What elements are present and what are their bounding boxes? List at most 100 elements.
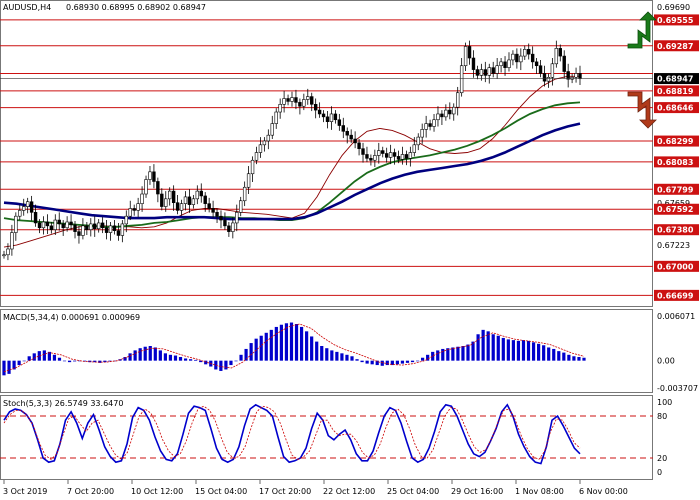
candle-body	[89, 223, 93, 230]
macd-bar	[67, 360, 72, 363]
candle-body	[321, 113, 326, 118]
macd-bar	[471, 341, 475, 361]
macd-bar	[385, 360, 389, 366]
macd-signal-line	[3, 323, 585, 373]
macd-bar	[189, 359, 193, 361]
candle-body	[195, 190, 200, 200]
macd-bar	[7, 360, 11, 374]
time-label: 22 Oct 12:00	[323, 487, 375, 496]
candle-body	[96, 222, 101, 230]
candle-body	[396, 156, 401, 160]
macd-bar	[239, 354, 243, 361]
macd-bar	[103, 360, 107, 363]
macd-bar	[461, 346, 465, 361]
macd-bar	[375, 360, 379, 366]
price-panel-frame	[0, 0, 653, 307]
macd-bar	[123, 357, 127, 361]
candle-body	[546, 77, 551, 82]
level-label: 0.68299	[657, 137, 694, 146]
macd-bar	[42, 350, 46, 361]
macd-bar	[335, 351, 339, 361]
level-label: 0.68083	[657, 158, 693, 167]
candle-body	[65, 221, 69, 229]
macd-bar	[395, 360, 399, 365]
ma-slow-line	[3, 122, 581, 221]
candle-body	[523, 49, 527, 57]
candle-body	[29, 201, 34, 213]
macd-bar	[234, 360, 238, 362]
level-label: 0.66699	[657, 291, 694, 300]
macd-bar	[365, 360, 369, 364]
macd-bar	[47, 351, 51, 361]
time-label: 29 Oct 16:00	[451, 487, 503, 496]
level-tag	[654, 289, 699, 301]
candle-body	[282, 98, 286, 105]
level-tag	[654, 156, 699, 168]
level-label: 0.68646	[657, 104, 694, 113]
macd-bar	[158, 350, 162, 361]
macd-bar	[17, 360, 21, 366]
macd-bar	[315, 341, 319, 361]
candle-body	[519, 55, 523, 63]
macd-bar	[83, 360, 87, 362]
candle-body	[558, 48, 562, 57]
stoch-lines	[3, 403, 581, 465]
candle-body	[262, 140, 267, 146]
candle-body	[239, 200, 243, 213]
candle-body	[140, 193, 144, 204]
candle-body	[227, 225, 231, 232]
candle-body	[459, 65, 464, 94]
candle-body	[511, 53, 515, 61]
candle-body	[278, 104, 282, 113]
level-label: 0.68819	[657, 87, 694, 96]
macd-bar	[370, 360, 374, 365]
time-label: 7 Oct 20:00	[67, 487, 114, 496]
candle-body	[440, 113, 444, 118]
candle-body	[566, 71, 570, 80]
macd-bar	[27, 356, 31, 361]
candle-body	[45, 221, 50, 227]
macd-bar	[224, 360, 228, 370]
macd-bar	[143, 346, 147, 361]
macd-bar	[173, 355, 178, 361]
macd-bar	[78, 360, 82, 362]
candle-body	[57, 219, 61, 225]
macd-bar	[138, 348, 142, 361]
candle-body	[317, 109, 322, 115]
candle-body	[578, 73, 582, 79]
stoch-tick-label: 20	[657, 454, 667, 463]
candle-body	[329, 113, 334, 122]
candle-body	[25, 201, 30, 207]
candle-body	[392, 152, 397, 157]
macd-bar	[476, 334, 480, 361]
candle-body	[116, 230, 121, 236]
macd-bar	[153, 347, 157, 361]
macd-bar	[325, 348, 329, 361]
level-label: 0.67799	[657, 185, 694, 194]
time-label: 3 Oct 2019	[3, 487, 47, 496]
candle-body	[377, 150, 381, 156]
candle-body	[530, 53, 535, 63]
macd-bar	[446, 348, 450, 361]
candle-body	[381, 150, 385, 154]
level-label: 0.67000	[657, 262, 694, 271]
macd-bar	[410, 360, 415, 363]
candle-body	[203, 195, 207, 204]
candle-body	[69, 221, 73, 226]
macd-bar	[219, 360, 223, 371]
candle-body	[503, 61, 507, 68]
macd-bar	[229, 360, 233, 366]
candle-body	[491, 67, 495, 74]
macd-bar	[405, 360, 410, 363]
level-tag	[654, 260, 699, 272]
candle-body	[574, 73, 578, 78]
candle-body	[436, 113, 440, 121]
candle-body	[41, 221, 46, 229]
candle-body	[179, 203, 184, 211]
candle-body	[61, 223, 65, 229]
candle-body	[353, 138, 357, 144]
time-label: 1 Nov 08:00	[515, 487, 564, 496]
macd-bar	[521, 340, 526, 361]
macd-bar	[431, 351, 435, 361]
